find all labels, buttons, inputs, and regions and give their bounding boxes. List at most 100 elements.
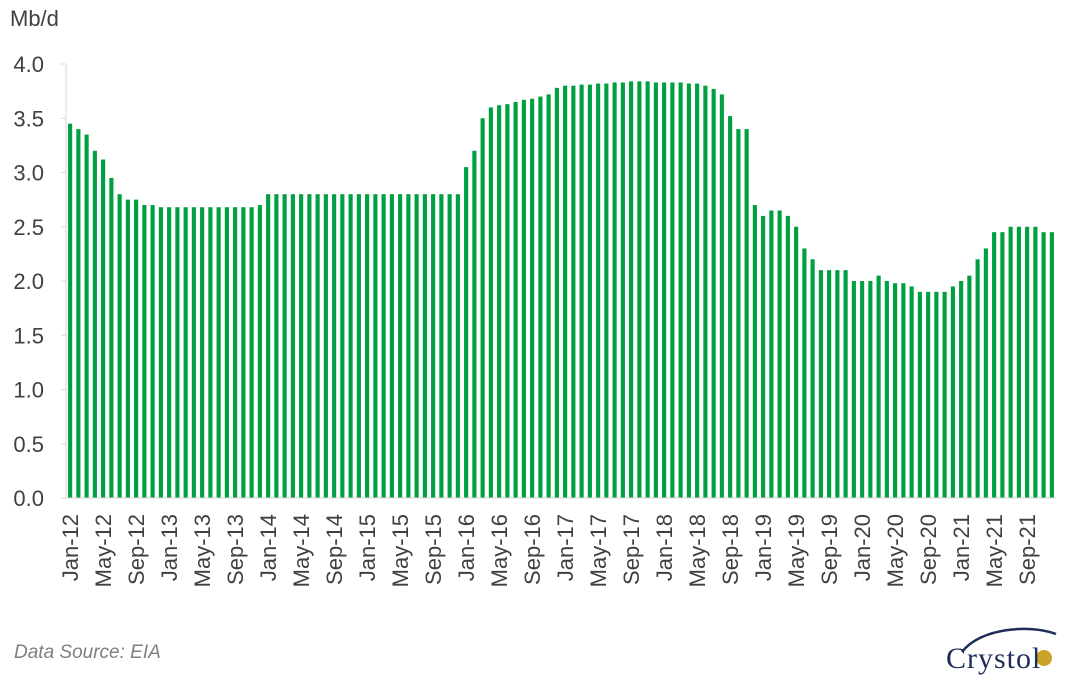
data-source-note: Data Source: EIA (14, 642, 161, 663)
x-tick-label: May-20 (883, 514, 908, 587)
bar (785, 215, 790, 498)
bar (76, 129, 81, 498)
bar (546, 94, 551, 498)
x-tick-label: Sep-20 (916, 514, 941, 585)
bar (835, 270, 840, 498)
x-tick-label: Jan-18 (652, 514, 677, 581)
bar (992, 232, 997, 499)
bar (307, 194, 312, 498)
bar (472, 150, 477, 499)
bar (142, 205, 147, 499)
bar (464, 167, 469, 498)
bar (1025, 226, 1030, 498)
bar (802, 248, 807, 498)
y-tick-label: 4.0 (13, 52, 44, 77)
bar (216, 207, 221, 498)
bar (983, 248, 988, 498)
bar (1000, 232, 1005, 499)
bar (893, 283, 898, 498)
bar (414, 194, 419, 498)
bar (290, 194, 295, 498)
bar (208, 207, 213, 498)
x-tick-label: Sep-13 (223, 514, 248, 585)
bar (200, 207, 205, 498)
bar (777, 210, 782, 498)
bar (645, 81, 650, 499)
bar (282, 194, 287, 498)
bar (695, 83, 700, 498)
x-tick-label: May-12 (91, 514, 116, 587)
x-tick-label: Jan-13 (157, 514, 182, 581)
bar (299, 194, 304, 498)
bar (521, 99, 526, 499)
y-axis-label: Mb/d (10, 6, 59, 31)
bar (257, 205, 262, 499)
x-tick-label: Jan-15 (355, 514, 380, 581)
bar (620, 82, 625, 498)
bar (744, 129, 749, 498)
bar (843, 270, 848, 498)
bar (340, 194, 345, 498)
bar (538, 96, 543, 499)
bar (761, 215, 766, 498)
bar (719, 94, 724, 498)
bar (167, 207, 172, 498)
bar (678, 82, 683, 498)
bar (398, 194, 403, 498)
bar (356, 194, 361, 498)
x-tick-label: May-18 (685, 514, 710, 587)
bar (587, 84, 592, 499)
x-tick-label: May-14 (289, 514, 314, 587)
x-axis: Jan-12 May-12 Sep-12 Jan-13 May-13 Sep-13 Jan-… (58, 497, 1056, 587)
bar (810, 259, 815, 498)
bar (917, 291, 922, 498)
bar (422, 194, 427, 498)
bar (150, 205, 155, 499)
x-tick-label: May-15 (388, 514, 413, 587)
x-tick-label: Sep-17 (619, 514, 644, 585)
bar (563, 85, 568, 498)
bar (942, 291, 947, 498)
bar (92, 150, 97, 499)
x-tick-label: Sep-18 (718, 514, 743, 585)
bar (406, 194, 411, 498)
bar (851, 281, 856, 498)
bar (332, 194, 337, 498)
bar (934, 291, 939, 498)
bar (818, 270, 823, 498)
bar (876, 275, 881, 498)
y-tick-label: 3.5 (13, 106, 44, 131)
bar (158, 207, 163, 498)
x-tick-label: Jan-14 (256, 514, 281, 581)
bar (439, 194, 444, 498)
bar (183, 207, 188, 498)
x-tick-label: May-16 (487, 514, 512, 587)
bar (769, 210, 774, 498)
bar (68, 123, 73, 499)
bar (967, 275, 972, 498)
bar (505, 104, 510, 499)
bar (241, 207, 246, 498)
logo-wordmark: Crystol (946, 642, 1042, 675)
bar (315, 194, 320, 498)
bar (266, 194, 271, 498)
bar (637, 81, 642, 499)
bar (365, 194, 370, 498)
y-axis: 0.0 0.5 1.0 1.5 2.0 2.5 3.0 3.5 4.0 (13, 52, 67, 511)
bar (249, 207, 254, 498)
bar (1016, 226, 1021, 498)
bar (736, 129, 741, 498)
bar (224, 207, 229, 498)
bar (125, 199, 130, 498)
bar (794, 226, 799, 498)
bar (233, 207, 238, 498)
bar (431, 194, 436, 498)
bar (109, 177, 114, 499)
bar (373, 194, 378, 498)
crystol-logo: Crystol (940, 622, 1060, 678)
y-tick-label: 2.0 (13, 269, 44, 294)
bar (1033, 226, 1038, 498)
y-tick-label: 0.5 (13, 432, 44, 457)
x-tick-label: Sep-21 (1015, 514, 1040, 585)
